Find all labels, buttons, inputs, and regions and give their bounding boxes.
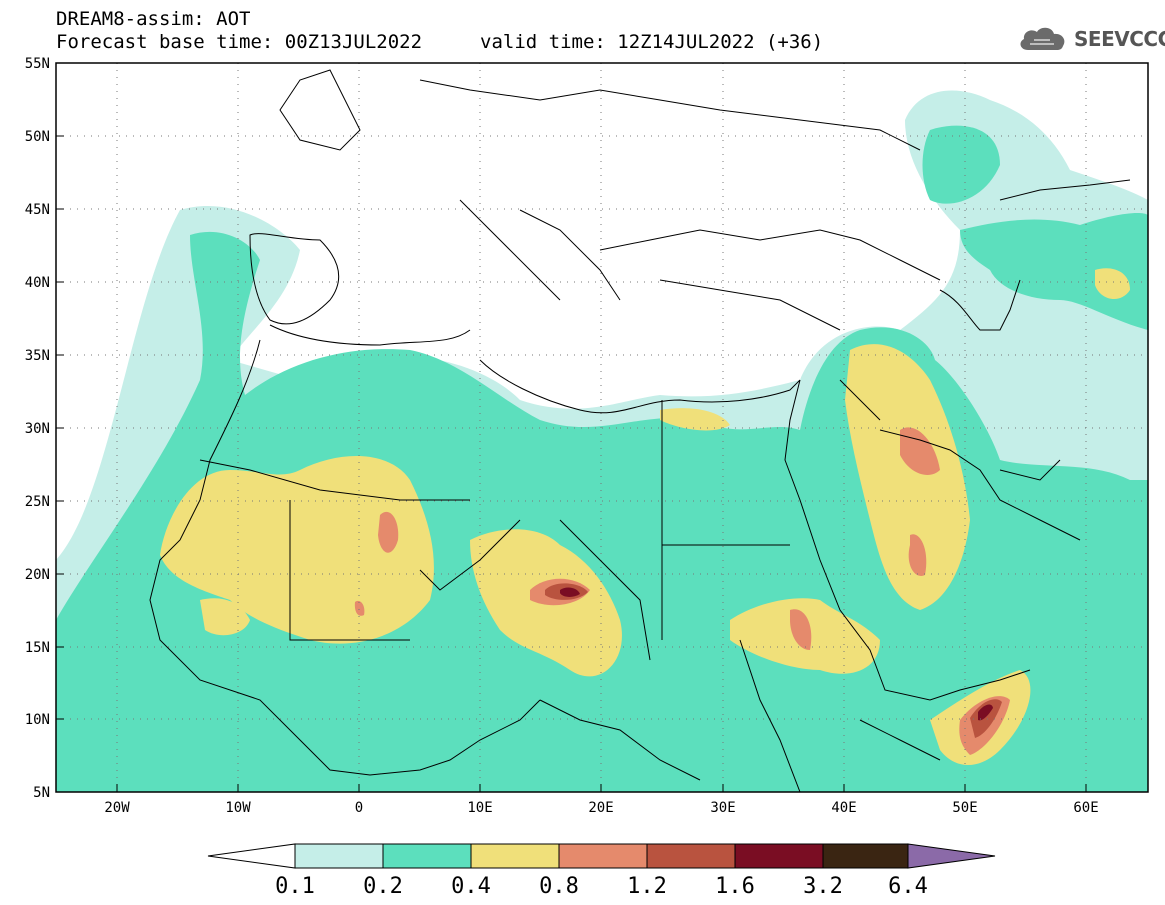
longitude-labels: 20W 10W 0 10E 20E 30E 40E 50E 60E xyxy=(104,800,1098,816)
colorbar-label-6.4: 6.4 xyxy=(888,874,928,899)
colorbar-under-arrow xyxy=(207,843,296,869)
lon-label-20w: 20W xyxy=(104,800,130,816)
seevccc-logo: SEEVCCC xyxy=(1016,24,1165,54)
colorbar-box-5 xyxy=(646,843,736,869)
map-title: DREAM8-assim: AOT xyxy=(56,8,251,30)
lon-label-0: 0 xyxy=(355,800,363,816)
lon-label-50e: 50E xyxy=(952,800,977,816)
forecast-base-time: Forecast base time: 00Z13JUL2022 xyxy=(56,31,423,53)
colorbar-over-arrow xyxy=(907,843,996,869)
colorbar-label-0.8: 0.8 xyxy=(539,874,579,899)
lat-label-55n: 55N xyxy=(25,56,50,72)
colorbar-label-1.6: 1.6 xyxy=(715,874,755,899)
colorbar-label-3.2: 3.2 xyxy=(803,874,843,899)
lon-label-60e: 60E xyxy=(1073,800,1098,816)
colorbar: 0.1 0.2 0.4 0.8 1.2 1.6 3.2 6.4 xyxy=(207,843,996,899)
colorbar-label-0.1: 0.1 xyxy=(275,874,315,899)
lat-label-50n: 50N xyxy=(25,129,50,145)
lon-label-40e: 40E xyxy=(831,800,856,816)
ticks xyxy=(56,62,1087,793)
lon-label-30e: 30E xyxy=(710,800,735,816)
lon-label-10w: 10W xyxy=(225,800,251,816)
aot-level-1.6 xyxy=(560,587,993,721)
latitude-labels: 55N 50N 45N 40N 35N 30N 25N 20N 15N 10N … xyxy=(25,56,50,801)
lat-label-30n: 30N xyxy=(25,421,50,437)
lat-label-20n: 20N xyxy=(25,567,50,583)
lat-label-40n: 40N xyxy=(25,275,50,291)
lon-label-10e: 10E xyxy=(467,800,492,816)
colorbar-box-2 xyxy=(382,843,472,869)
colorbar-label-1.2: 1.2 xyxy=(627,874,667,899)
colorbar-label-0.2: 0.2 xyxy=(363,874,403,899)
valid-time: valid time: 12Z14JUL2022 (+36) xyxy=(480,31,824,53)
lat-label-45n: 45N xyxy=(25,202,50,218)
colorbar-box-3 xyxy=(470,843,560,869)
colorbar-box-1 xyxy=(294,843,384,869)
aot-field xyxy=(56,90,1148,792)
lat-label-25n: 25N xyxy=(25,494,50,510)
lat-label-5n: 5N xyxy=(33,785,50,801)
lat-label-15n: 15N xyxy=(25,640,50,656)
lon-label-20e: 20E xyxy=(588,800,613,816)
colorbar-box-6 xyxy=(734,843,824,869)
cloud-icon xyxy=(1020,27,1065,50)
lat-label-10n: 10N xyxy=(25,712,50,728)
logo-text: SEEVCCC xyxy=(1074,27,1165,51)
lat-label-35n: 35N xyxy=(25,348,50,364)
colorbar-box-7 xyxy=(822,843,909,869)
colorbar-label-0.4: 0.4 xyxy=(451,874,491,899)
colorbar-box-4 xyxy=(558,843,648,869)
graticule xyxy=(56,63,1148,792)
coastlines xyxy=(149,69,1131,792)
